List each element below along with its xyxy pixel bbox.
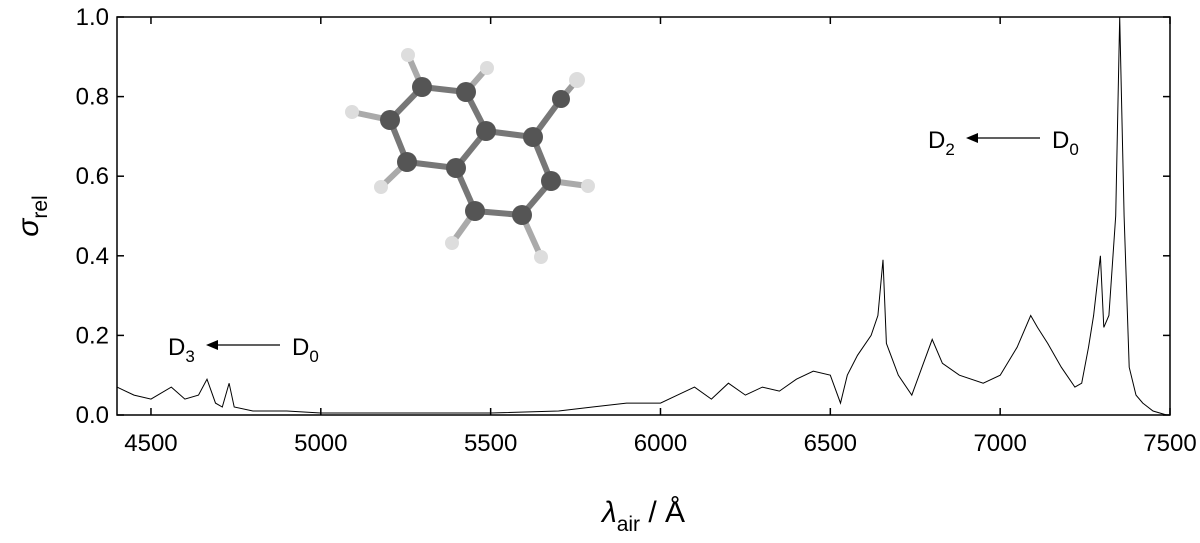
x-tick-label: 5000 bbox=[294, 430, 347, 457]
y-tick-label: 0.8 bbox=[76, 84, 109, 111]
molecule bbox=[345, 48, 595, 264]
state-index: 3 bbox=[185, 347, 194, 366]
y-tick-label: 0.4 bbox=[76, 243, 109, 270]
plot-frame bbox=[116, 16, 1171, 416]
spectrum-line bbox=[116, 16, 1167, 416]
arrow-head bbox=[206, 340, 218, 350]
state-letter: D bbox=[1052, 127, 1069, 154]
state-letter: D bbox=[168, 334, 185, 361]
y-tick-label: 0.6 bbox=[76, 163, 109, 190]
y-label-subscript: rel bbox=[29, 195, 52, 218]
y-tick-label: 1.0 bbox=[76, 4, 109, 31]
x-label-subscript: air bbox=[617, 513, 640, 536]
x-tick-label: 7500 bbox=[1143, 430, 1196, 457]
x-tick-label: 4500 bbox=[124, 430, 177, 457]
x-label-symbol: λ bbox=[600, 496, 617, 529]
x-tick-label: 5500 bbox=[464, 430, 517, 457]
annotation-upper: D3 bbox=[168, 334, 195, 366]
annotation-lower: D0 bbox=[292, 334, 319, 366]
state-index: 0 bbox=[309, 347, 318, 366]
x-tick-label: 6000 bbox=[634, 430, 687, 457]
x-axis-label: λair / Å bbox=[600, 496, 685, 536]
y-tick-label: 0.0 bbox=[76, 402, 109, 429]
y-label-symbol: σ bbox=[12, 217, 45, 237]
y-tick-label: 0.2 bbox=[76, 322, 109, 349]
state-index: 0 bbox=[1069, 140, 1078, 159]
x-tick-label: 7000 bbox=[973, 430, 1026, 457]
state-letter: D bbox=[292, 334, 309, 361]
state-index: 2 bbox=[945, 140, 954, 159]
annotation-upper: D2 bbox=[928, 127, 955, 159]
annotation-lower: D0 bbox=[1052, 127, 1079, 159]
state-letter: D bbox=[928, 127, 945, 154]
y-axis-label: σrel bbox=[12, 195, 52, 236]
x-label-unit: / Å bbox=[640, 496, 685, 529]
x-tick-label: 6500 bbox=[804, 430, 857, 457]
arrow-head bbox=[966, 133, 978, 143]
